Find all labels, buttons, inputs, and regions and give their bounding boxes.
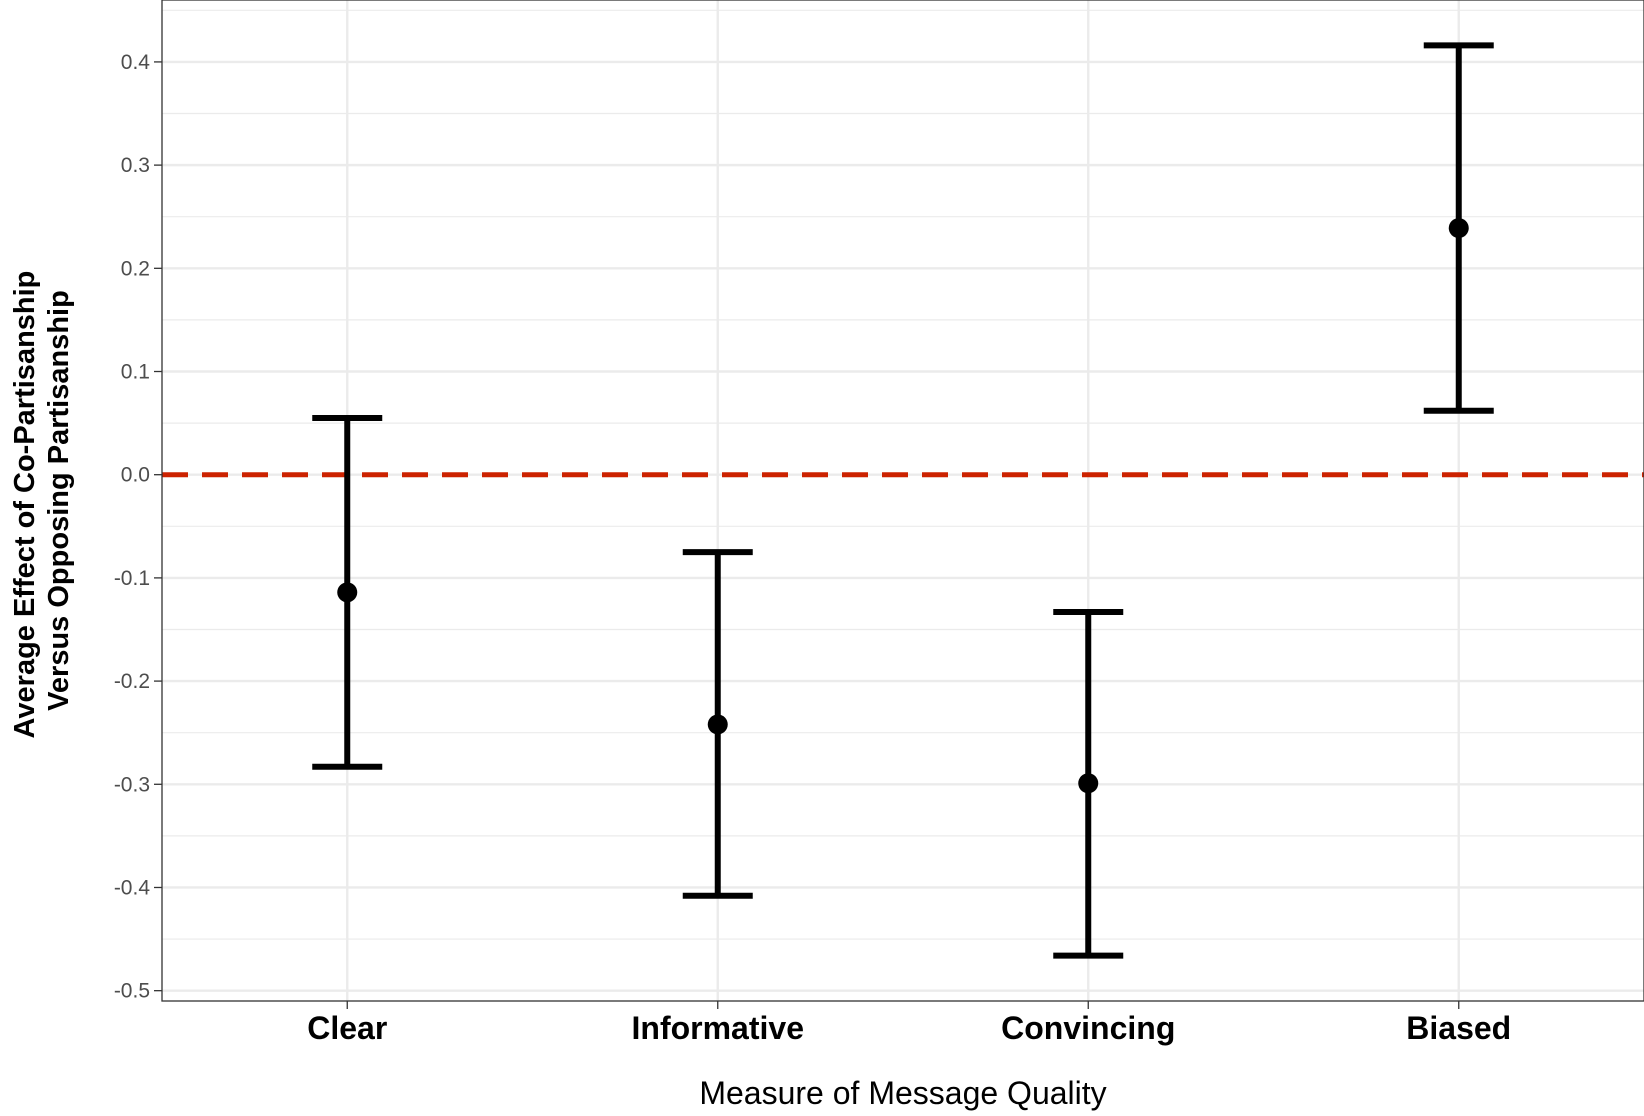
- point-estimate-informative: [707, 714, 728, 735]
- x-tick-label-informative: Informative: [632, 1010, 804, 1046]
- y-tick-label: 0.2: [121, 257, 150, 280]
- major-gridlines: [162, 0, 1644, 1001]
- point-estimate-convincing: [1078, 773, 1099, 794]
- x-axis: Clear Informative Convincing Biased: [307, 1001, 1511, 1046]
- y-axis-title: Average Effect of Co-Partisanship Versus…: [9, 263, 75, 739]
- panel-border: [161, 0, 1644, 1002]
- y-axis-title-line-2: Versus Opposing Partisanship: [43, 290, 75, 711]
- point-estimate-clear: [337, 582, 358, 603]
- x-tick-label-convincing: Convincing: [1001, 1010, 1175, 1046]
- y-tick-label: -0.2: [114, 670, 150, 693]
- y-tick-label: 0.4: [121, 51, 151, 74]
- y-tick-label: 0.3: [121, 154, 150, 177]
- y-tick-label: -0.3: [114, 773, 150, 796]
- y-axis: -0.5 -0.4 -0.3 -0.2 -0.1 0.0 0.1 0.2 0.3 0.4: [114, 51, 162, 1003]
- x-tick-label-biased: Biased: [1406, 1010, 1511, 1046]
- minor-gridlines: [162, 9, 1644, 940]
- x-tick-label-clear: Clear: [307, 1010, 387, 1046]
- x-axis-title: Measure of Message Quality: [699, 1075, 1106, 1111]
- y-tick-label: 0.1: [121, 361, 150, 384]
- y-axis-title-line-1: Average Effect of Co-Partisanship: [9, 271, 41, 739]
- y-tick-label: -0.5: [114, 980, 150, 1003]
- y-tick-label: -0.1: [114, 567, 150, 590]
- y-tick-label: 0.0: [121, 464, 150, 487]
- error-bar-series: [312, 42, 1494, 959]
- point-estimate-biased: [1448, 218, 1469, 239]
- y-tick-label: -0.4: [114, 876, 151, 899]
